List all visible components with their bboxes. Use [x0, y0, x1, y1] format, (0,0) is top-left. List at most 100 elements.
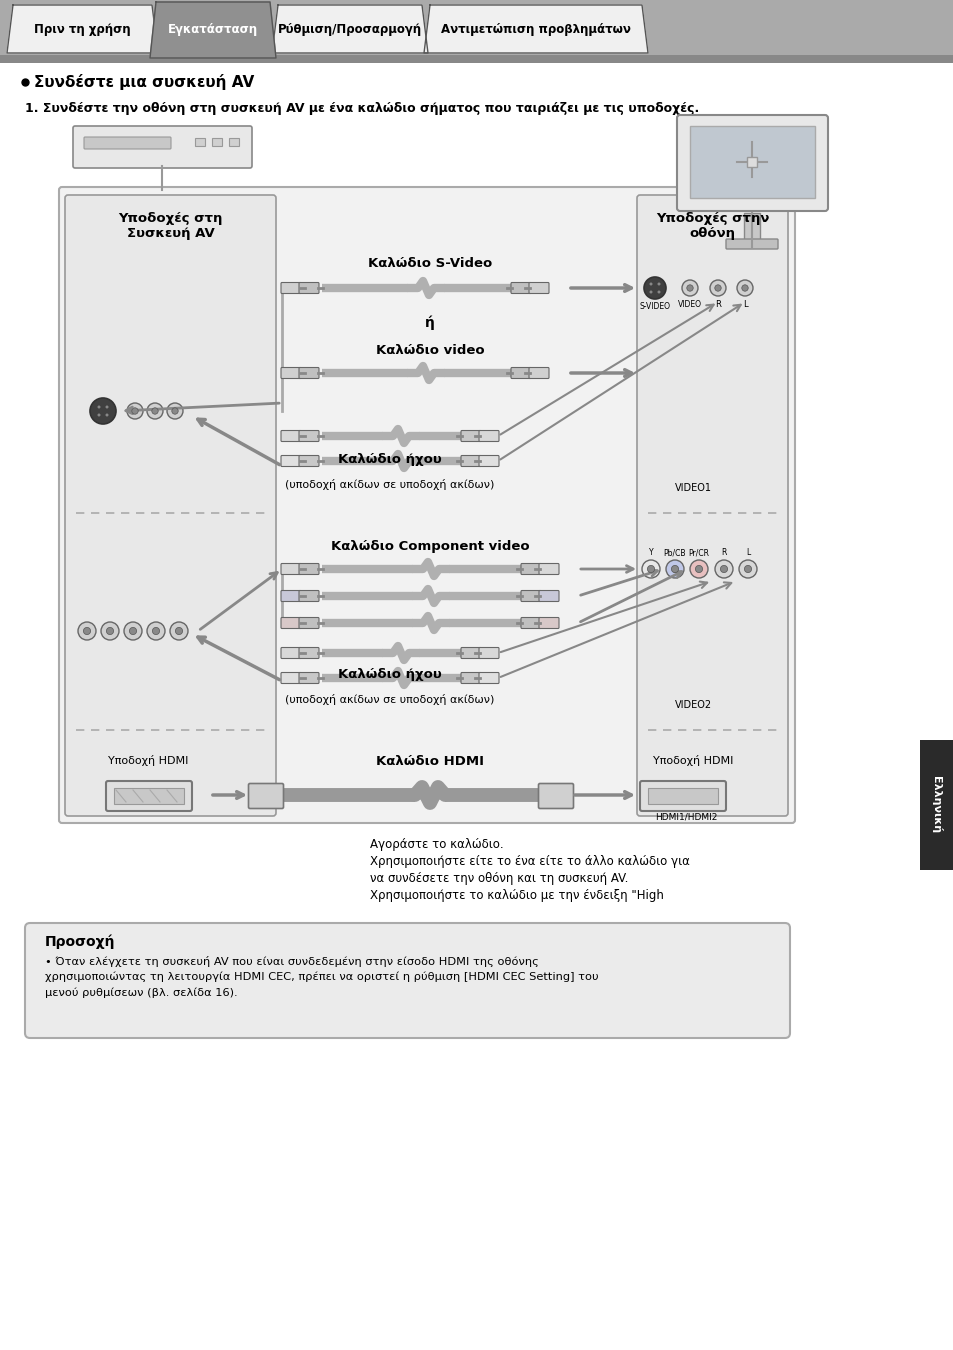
FancyBboxPatch shape	[298, 367, 318, 378]
FancyBboxPatch shape	[248, 783, 283, 809]
FancyBboxPatch shape	[281, 590, 301, 602]
Circle shape	[657, 290, 659, 293]
Circle shape	[714, 285, 720, 292]
Bar	[0, 55, 953, 63]
FancyBboxPatch shape	[538, 563, 558, 575]
FancyBboxPatch shape	[639, 782, 725, 811]
Polygon shape	[272, 5, 428, 53]
Text: L: L	[745, 548, 749, 558]
Bar	[919, 740, 953, 869]
FancyBboxPatch shape	[677, 115, 827, 211]
FancyBboxPatch shape	[281, 617, 301, 629]
Circle shape	[657, 282, 659, 285]
Circle shape	[743, 566, 751, 572]
Text: (υποδοχή ακίδων σε υποδοχή ακίδων): (υποδοχή ακίδων σε υποδοχή ακίδων)	[285, 694, 495, 705]
FancyBboxPatch shape	[281, 431, 301, 441]
Text: HDMI1/HDMI2: HDMI1/HDMI2	[654, 813, 717, 822]
Circle shape	[175, 628, 182, 634]
Text: Y: Y	[648, 548, 653, 558]
Text: Αντιμετώπιση προβλημάτων: Αντιμετώπιση προβλημάτων	[440, 23, 630, 35]
Bar	[689, 126, 814, 198]
Circle shape	[106, 413, 109, 417]
Circle shape	[665, 560, 683, 578]
FancyBboxPatch shape	[478, 672, 498, 683]
Circle shape	[147, 622, 165, 640]
Text: Προσοχή: Προσοχή	[45, 934, 115, 949]
Text: VIDEO: VIDEO	[678, 300, 701, 309]
FancyBboxPatch shape	[529, 367, 548, 378]
Circle shape	[106, 405, 109, 409]
Text: Υποδοχή HDMI: Υποδοχή HDMI	[652, 755, 733, 765]
Circle shape	[714, 560, 732, 578]
Circle shape	[741, 285, 747, 292]
Text: Καλώδιο HDMI: Καλώδιο HDMI	[375, 755, 483, 768]
Bar	[743, 213, 760, 243]
FancyBboxPatch shape	[298, 617, 318, 629]
Text: να συνδέσετε την οθόνη και τη συσκευή AV.: να συνδέσετε την οθόνη και τη συσκευή AV…	[370, 872, 628, 886]
FancyBboxPatch shape	[298, 455, 318, 467]
Text: VIDEO1: VIDEO1	[674, 483, 711, 493]
Circle shape	[643, 277, 665, 298]
FancyBboxPatch shape	[511, 367, 531, 378]
FancyBboxPatch shape	[281, 455, 301, 467]
Circle shape	[737, 279, 752, 296]
Text: R: R	[715, 300, 720, 309]
FancyBboxPatch shape	[460, 431, 480, 441]
Bar	[113, 788, 184, 805]
Text: Pr/CR: Pr/CR	[688, 548, 709, 558]
Text: μενού ρυθμίσεων (βλ. σελίδα 16).: μενού ρυθμίσεων (βλ. σελίδα 16).	[45, 988, 237, 999]
FancyBboxPatch shape	[298, 590, 318, 602]
Text: Χρησιμοποιήστε είτε το ένα είτε το άλλο καλώδιο για: Χρησιμοποιήστε είτε το ένα είτε το άλλο …	[370, 855, 689, 868]
FancyBboxPatch shape	[25, 923, 789, 1038]
Circle shape	[671, 566, 678, 572]
Text: Υποδοχές στη
Συσκευή AV: Υποδοχές στη Συσκευή AV	[118, 212, 222, 240]
Circle shape	[167, 404, 183, 418]
Circle shape	[83, 628, 91, 634]
Circle shape	[641, 560, 659, 578]
Circle shape	[649, 290, 652, 293]
Bar	[194, 138, 205, 146]
FancyBboxPatch shape	[460, 672, 480, 683]
FancyBboxPatch shape	[65, 194, 275, 815]
FancyBboxPatch shape	[478, 455, 498, 467]
Circle shape	[686, 285, 693, 292]
FancyBboxPatch shape	[281, 563, 301, 575]
Circle shape	[101, 622, 119, 640]
Circle shape	[689, 560, 707, 578]
Text: Εγκατάσταση: Εγκατάσταση	[168, 23, 258, 36]
Circle shape	[124, 622, 142, 640]
Text: Καλώδιο S-Video: Καλώδιο S-Video	[368, 256, 492, 270]
Text: 1. Συνδέστε την οθόνη στη συσκευή AV με ένα καλώδιο σήματος που ταιριάζει με τις: 1. Συνδέστε την οθόνη στη συσκευή AV με …	[25, 103, 699, 115]
Bar	[647, 788, 718, 805]
FancyBboxPatch shape	[520, 617, 540, 629]
Circle shape	[127, 404, 143, 418]
Text: Ελληνική: Ελληνική	[930, 776, 942, 833]
Text: R: R	[720, 548, 726, 558]
FancyBboxPatch shape	[298, 563, 318, 575]
Polygon shape	[423, 5, 647, 53]
Text: Καλώδιο Component video: Καλώδιο Component video	[331, 540, 529, 553]
Circle shape	[97, 413, 100, 417]
Circle shape	[107, 628, 113, 634]
FancyBboxPatch shape	[298, 672, 318, 683]
Circle shape	[147, 404, 163, 418]
Circle shape	[681, 279, 698, 296]
Bar	[746, 157, 757, 167]
Text: VIDEO2: VIDEO2	[674, 701, 711, 710]
Circle shape	[90, 398, 116, 424]
FancyBboxPatch shape	[538, 590, 558, 602]
FancyBboxPatch shape	[520, 590, 540, 602]
Circle shape	[132, 408, 138, 414]
Text: Ρύθμιση/Προσαρμογή: Ρύθμιση/Προσαρμογή	[277, 23, 421, 35]
FancyBboxPatch shape	[59, 188, 794, 823]
FancyBboxPatch shape	[298, 648, 318, 659]
Bar	[212, 138, 222, 146]
FancyBboxPatch shape	[73, 126, 252, 167]
Text: Χρησιμοποιήστε το καλώδιο με την ένδειξη "High: Χρησιμοποιήστε το καλώδιο με την ένδειξη…	[370, 890, 663, 902]
FancyBboxPatch shape	[281, 672, 301, 683]
FancyBboxPatch shape	[478, 648, 498, 659]
FancyBboxPatch shape	[511, 282, 531, 293]
Circle shape	[97, 405, 100, 409]
FancyBboxPatch shape	[637, 194, 787, 815]
FancyBboxPatch shape	[725, 239, 778, 248]
